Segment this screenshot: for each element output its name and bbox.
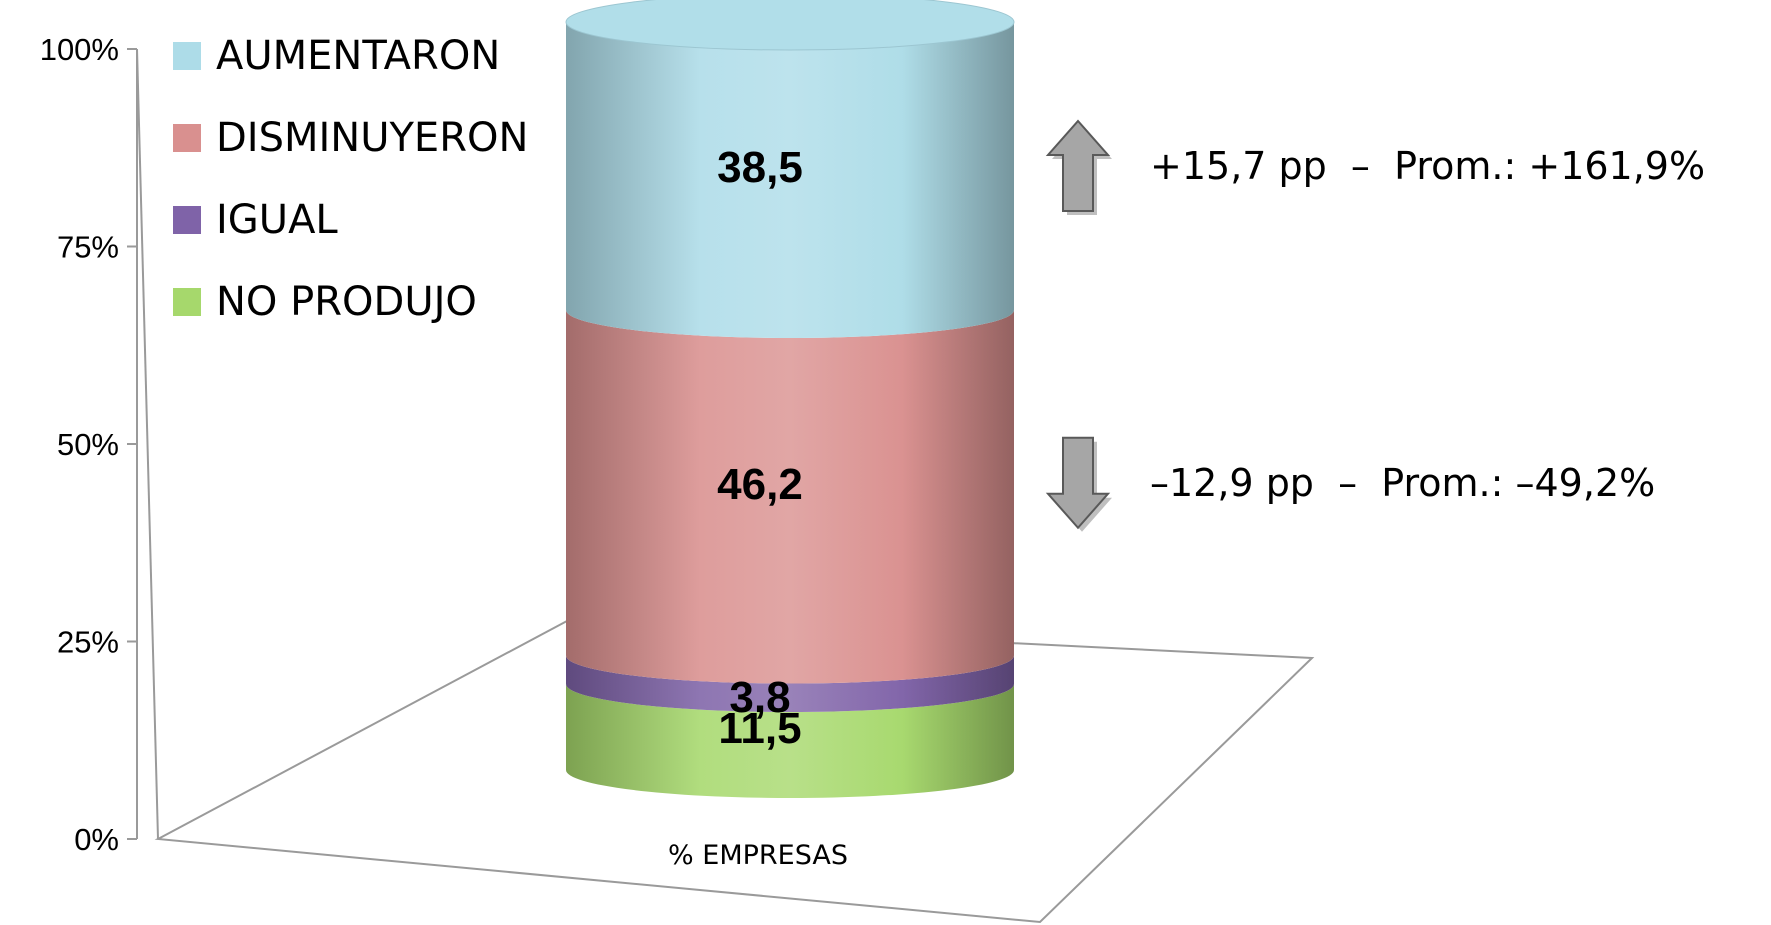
cylinder-segment-disminuyeron — [566, 309, 1014, 684]
data-label-igual: 3,8 — [729, 673, 790, 722]
legend-swatch — [173, 124, 201, 152]
legend-item-disminuyeron: DISMINUYERON — [173, 115, 528, 161]
annotation-text: –12,9 pp – Prom.: –49,2% — [1150, 461, 1655, 505]
y-axis: 0% 25% 50% 75% 100% — [40, 32, 138, 857]
stacked-cylinder — [565, 0, 1015, 798]
legend-swatch — [173, 206, 201, 234]
legend-label: DISMINUYERON — [216, 115, 528, 161]
legend-label: IGUAL — [216, 197, 338, 243]
legend-swatch — [173, 42, 201, 70]
x-category-label: % EMPRESAS — [668, 840, 848, 871]
legend-label: AUMENTARON — [216, 33, 500, 79]
cylinder-top-cap — [565, 0, 1015, 51]
legend-item-igual: IGUAL — [173, 197, 338, 243]
legend-item-aumentaron: AUMENTARON — [173, 33, 500, 79]
y-tick-label: 0% — [74, 822, 119, 857]
y-tick-label: 25% — [57, 625, 119, 660]
cylinder-segment-no-produjo — [566, 683, 1014, 798]
data-label-aumentaron: 38,5 — [717, 143, 803, 192]
cylinder-segment-aumentaron — [566, 22, 1014, 338]
cylinder-segment-igual — [566, 655, 1014, 712]
data-label-disminuyeron: 46,2 — [717, 460, 803, 509]
y-tick-label: 100% — [40, 32, 119, 67]
annotation-text: +15,7 pp – Prom.: +161,9% — [1150, 144, 1705, 188]
y-axis-ticks: 0% 25% 50% 75% 100% — [40, 32, 137, 857]
chart-wall-edge — [136, 48, 159, 840]
annotations: +15,7 pp – Prom.: +161,9% –12,9 pp – Prom… — [1045, 119, 1705, 532]
data-labels: 11,53,8 46,2 38,5 — [717, 143, 803, 753]
arrow-up-icon — [1045, 119, 1111, 212]
y-tick-label: 75% — [57, 230, 119, 265]
data-label-no-produjo: 11,5 — [718, 704, 801, 753]
annotation-aumentaron: +15,7 pp – Prom.: +161,9% — [1045, 119, 1705, 215]
legend-label: NO PRODUJO — [216, 279, 477, 325]
legend-swatch — [173, 288, 201, 316]
y-tick-label: 50% — [57, 427, 119, 462]
annotation-disminuyeron: –12,9 pp – Prom.: –49,2% — [1045, 436, 1655, 532]
legend-item-no-produjo: NO PRODUJO — [173, 279, 477, 325]
arrow-down-icon — [1045, 436, 1111, 530]
legend: AUMENTARON DISMINUYERON IGUAL NO PRODUJO — [173, 33, 528, 325]
